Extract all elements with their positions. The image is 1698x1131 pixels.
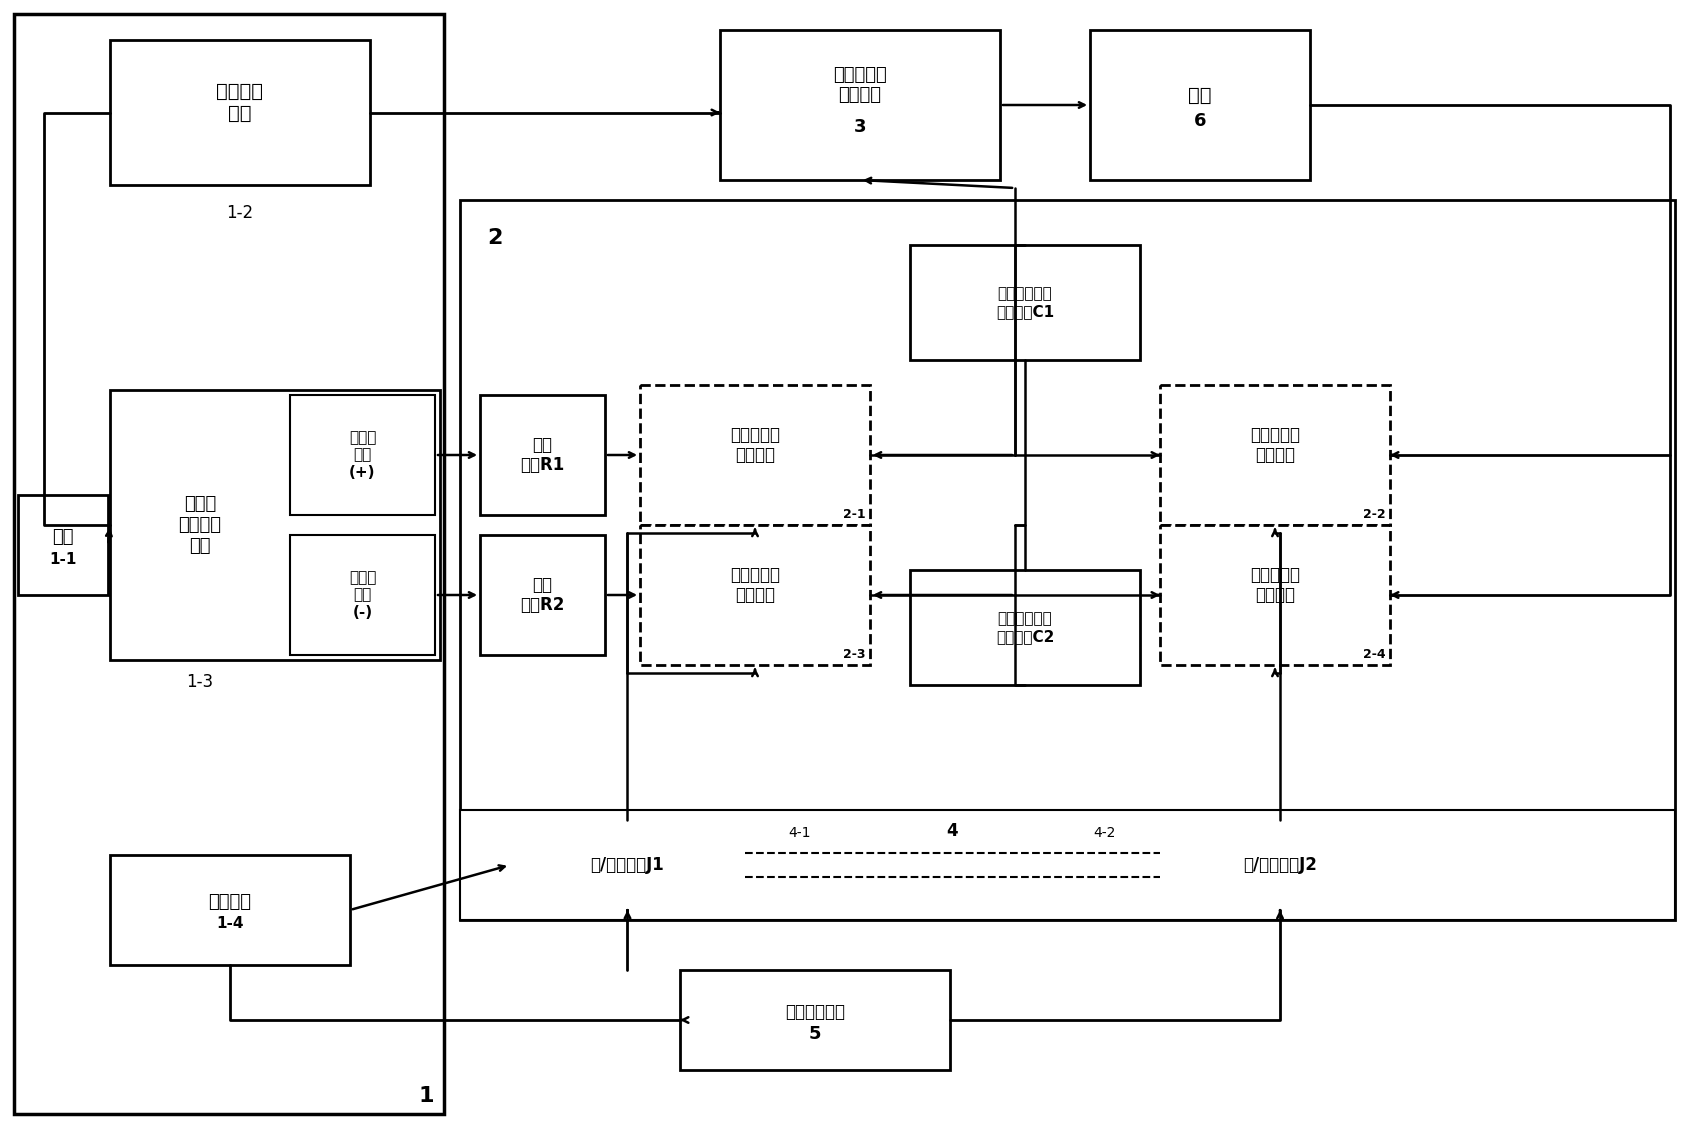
Text: 1-2: 1-2: [226, 204, 253, 222]
Bar: [481, 395, 604, 515]
Text: 电/光转换器J2: 电/光转换器J2: [1243, 856, 1316, 874]
Bar: [509, 820, 744, 910]
Text: 4-1: 4-1: [788, 826, 810, 840]
Text: 电/光转换器J1: 电/光转换器J1: [591, 856, 664, 874]
Text: 负极性
输出
(-): 负极性 输出 (-): [348, 570, 375, 620]
Bar: [910, 570, 1139, 685]
Text: 正极性脉冲
充电开关: 正极性脉冲 充电开关: [730, 425, 779, 465]
Text: 负极性脉冲回
路电容器C2: 负极性脉冲回 路电容器C2: [995, 611, 1053, 644]
Text: 5: 5: [808, 1025, 820, 1043]
Text: 充电
电阻R1: 充电 电阻R1: [520, 435, 564, 474]
Text: 充电
电阻R2: 充电 电阻R2: [520, 576, 564, 614]
Text: 电源: 电源: [53, 528, 73, 546]
Bar: [110, 40, 370, 185]
Text: 3: 3: [854, 118, 866, 136]
Text: 1-4: 1-4: [216, 916, 243, 932]
Bar: [460, 810, 1674, 920]
Text: 正极性
输出
(+): 正极性 输出 (+): [348, 430, 375, 480]
Bar: [19, 495, 109, 595]
Text: 1-3: 1-3: [187, 673, 214, 691]
Text: 2-3: 2-3: [842, 648, 866, 661]
Bar: [290, 535, 435, 655]
Text: 负极性脉冲
充电开关: 负极性脉冲 充电开关: [730, 566, 779, 604]
Bar: [1160, 820, 1399, 910]
Bar: [1160, 385, 1389, 525]
Bar: [720, 31, 1000, 180]
Bar: [1160, 525, 1389, 665]
Text: 4: 4: [946, 822, 958, 840]
Bar: [460, 200, 1674, 920]
Text: 4-2: 4-2: [1094, 826, 1116, 840]
Bar: [910, 245, 1139, 360]
Bar: [110, 855, 350, 965]
Text: 开关电源: 开关电源: [209, 893, 251, 910]
Bar: [290, 395, 435, 515]
Text: 6: 6: [1194, 112, 1206, 130]
Text: 1-1: 1-1: [49, 552, 76, 567]
Bar: [679, 970, 949, 1070]
Bar: [1090, 31, 1309, 180]
Text: 2-4: 2-4: [1362, 648, 1386, 661]
Text: 1: 1: [418, 1086, 433, 1106]
Bar: [640, 525, 869, 665]
Bar: [640, 385, 869, 525]
Text: 双极性
高压直流
模块: 双极性 高压直流 模块: [178, 495, 221, 555]
Text: 正极性脉冲
放电开关: 正极性脉冲 放电开关: [1250, 425, 1299, 465]
Text: 直流叠脉冲
叠加电路: 直流叠脉冲 叠加电路: [832, 66, 886, 104]
Text: 同步触发模块: 同步触发模块: [784, 1003, 844, 1021]
Bar: [14, 14, 443, 1114]
Text: 2-2: 2-2: [1362, 508, 1386, 521]
Text: 正极性脉冲回
路电容器C1: 正极性脉冲回 路电容器C1: [995, 286, 1053, 319]
Text: 负载: 负载: [1187, 86, 1211, 104]
Text: 负极性脉冲
放电开关: 负极性脉冲 放电开关: [1250, 566, 1299, 604]
Text: 2: 2: [487, 228, 503, 248]
Text: 高压直流
模块: 高压直流 模块: [216, 83, 263, 123]
Bar: [481, 535, 604, 655]
Bar: [110, 390, 440, 661]
Text: 2-1: 2-1: [842, 508, 866, 521]
